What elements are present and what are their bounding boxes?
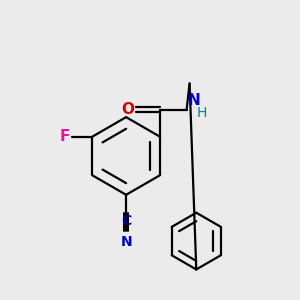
Text: F: F xyxy=(60,129,70,144)
Text: C: C xyxy=(121,214,131,228)
Text: N: N xyxy=(120,236,132,249)
Text: N: N xyxy=(188,93,200,108)
Text: H: H xyxy=(197,106,207,120)
Text: O: O xyxy=(122,102,135,117)
